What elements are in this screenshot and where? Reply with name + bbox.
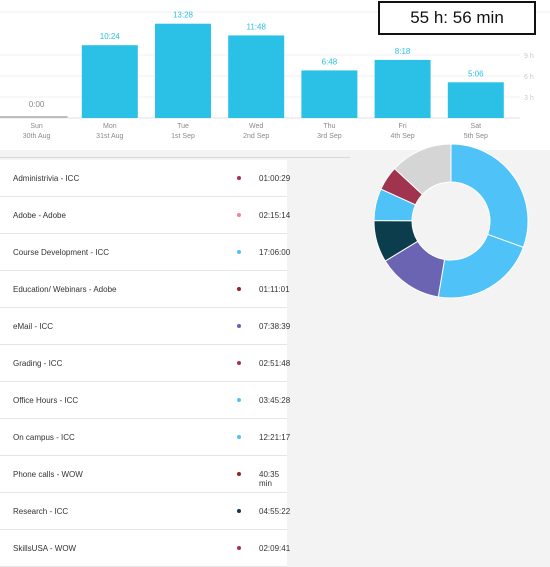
y-tick-label: 6 h [524,74,534,81]
bar-value-label: 5:06 [468,69,484,78]
bar[interactable] [228,35,285,118]
bar-value-label: 8:18 [395,47,411,56]
bar[interactable] [155,23,211,118]
activity-duration: 02:51:48 [259,359,291,368]
activity-name: eMail - ICC [13,322,54,331]
bar[interactable] [374,59,431,118]
activity-list: Administrivia - ICC 01:00:29 Adobe - Adobe… [0,160,291,567]
x-tick-date: 4th Sep [391,133,415,140]
activity-color-dot [237,324,241,328]
donut-slice[interactable] [437,233,524,299]
bar-value-label: 0:00 [29,100,45,109]
bar-value-label: 11:48 [246,22,266,31]
x-tick-date: 1st Sep [171,133,195,140]
activity-row[interactable]: Adobe - Adobe 02:15:14 [0,197,291,234]
bar-value-label: 10:24 [100,32,121,41]
donut-slice[interactable] [450,143,529,248]
x-tick-day: Wed [249,123,263,130]
bar[interactable] [447,82,504,118]
activity-duration: 17:06:00 [259,248,291,257]
activity-row[interactable]: Grading - ICC 02:51:48 [0,345,291,382]
bar[interactable] [0,116,68,118]
activity-name: Adobe - Adobe [13,211,66,220]
activity-color-dot [237,472,241,476]
activity-row[interactable]: SkillsUSA - WOW 02:09:41 [0,530,291,567]
activity-duration: 02:09:41 [259,544,291,553]
activity-duration: 04:55:22 [259,507,291,516]
activity-duration: 02:15:14 [259,211,291,220]
activity-name: Grading - ICC [13,359,63,368]
x-tick-day: Sat [471,123,482,130]
activity-name: Office Hours - ICC [13,396,79,405]
activity-name: Research - ICC [13,507,69,516]
activity-name: Course Development - ICC [13,248,110,257]
activity-row[interactable]: Administrivia - ICC 01:00:29 [0,160,291,197]
activity-duration: 07:38:39 [259,322,291,331]
activity-row[interactable]: Education/ Webinars - Adobe 01:11:01 [0,271,290,308]
activity-name: Administrivia - ICC [13,174,80,183]
activity-color-dot [237,509,241,513]
x-tick-date: 5th Sep [464,133,488,140]
x-tick-day: Thu [323,123,335,130]
activity-color-dot [237,546,241,550]
activity-duration: 03:45:28 [259,396,291,405]
x-tick-day: Mon [103,123,117,130]
activity-row[interactable]: Office Hours - ICC 03:45:28 [0,382,291,419]
activity-row[interactable]: Course Development - ICC 17:06:00 [0,234,291,271]
x-tick-day: Tue [177,123,189,130]
activity-name: Education/ Webinars - Adobe [13,285,117,294]
x-tick-date: 2nd Sep [243,133,269,140]
bar-value-label: 13:28 [173,11,194,20]
activity-color-dot [237,361,241,365]
activity-name: SkillsUSA - WOW [13,544,77,553]
x-tick-date: 30th Aug [23,133,51,140]
bar[interactable] [81,45,138,119]
activity-duration: 01:11:01 [259,285,290,294]
x-tick-date: 3rd Sep [317,133,342,140]
donut-slice[interactable] [393,143,452,196]
activity-donut-chart [373,143,529,299]
y-tick-label: 9 h [524,53,534,60]
activity-duration: 40:35 min [259,470,280,488]
total-time-value: 55 h: 56 min [410,8,504,27]
bar-value-label: 6:48 [322,57,338,66]
x-tick-date: 31st Aug [96,133,123,140]
activity-row[interactable]: Research - ICC 04:55:22 [0,493,291,530]
activity-row[interactable]: Phone calls - WOW 40:35 min [0,456,287,493]
total-time-box: 55 h: 56 min [378,1,536,35]
activity-color-dot [237,250,241,254]
activity-color-dot [237,287,241,291]
activity-color-dot [237,398,241,402]
activity-duration: 01:00:29 [259,174,291,183]
activity-name: On campus - ICC [13,433,75,442]
daily-bar-chart: 9 h 6 h 3 h 0:00 Sun 30th Aug 10:24 Mon 31st Aug… [0,11,550,140]
activity-row[interactable]: eMail - ICC 07:38:39 [0,308,291,345]
activity-name: Phone calls - WOW [13,470,83,479]
y-tick-label: 3 h [524,95,534,102]
x-tick-day: Sun [30,123,43,130]
bar[interactable] [301,70,358,118]
activity-color-dot [237,176,241,180]
activity-row[interactable]: On campus - ICC 12:21:17 [0,419,291,456]
activity-color-dot [237,435,241,439]
activity-color-dot [237,213,241,217]
x-tick-day: Fri [399,123,408,130]
list-divider [0,157,350,158]
activity-duration: 12:21:17 [259,433,291,442]
